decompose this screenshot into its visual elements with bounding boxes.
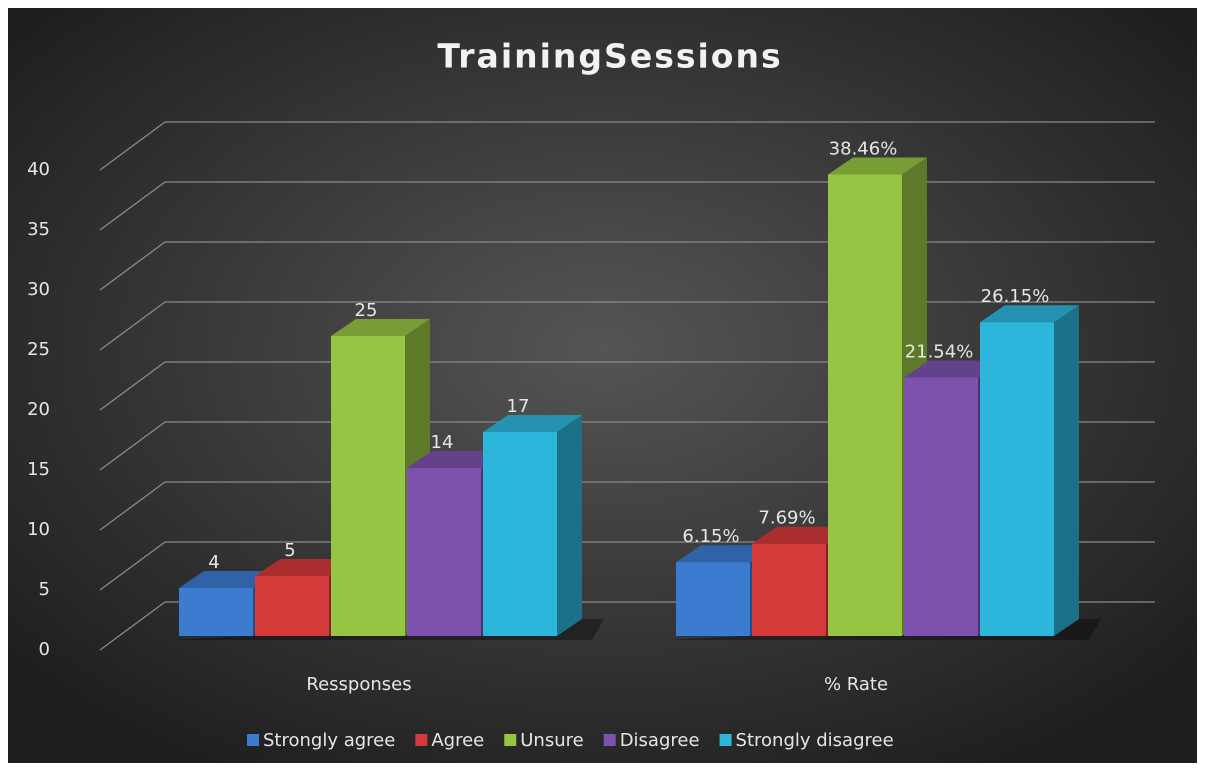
legend-label: Unsure [520,730,583,751]
data-label: 21.54% [905,342,974,363]
y-tick-label: 25 [27,339,50,360]
x-tick-label: Ressponses [306,674,411,695]
legend-swatch [247,734,259,746]
legend-label: Disagree [620,730,700,751]
bar-top [828,157,927,175]
grid-line [99,301,1155,351]
legend-swatch [504,734,517,746]
bar-top [904,360,1003,378]
bar [752,543,826,636]
grid-line [99,181,1155,231]
legend-swatch [719,734,732,746]
legend-swatch [603,734,616,746]
bar [255,576,329,636]
data-label: 14 [431,432,454,453]
legend-label: Agree [431,730,484,751]
bar-side [1054,305,1079,636]
bar-top [255,559,354,576]
y-tick-label: 15 [27,459,50,480]
data-label: 38.46% [829,138,898,159]
y-tick-label: 0 [39,639,50,660]
data-label: 17 [507,396,530,417]
y-tick-label: 5 [39,579,50,600]
y-tick-label: 35 [27,219,50,240]
grid-line [99,481,1155,531]
grid-line [99,121,1155,171]
data-label: 26.15% [981,286,1050,307]
bar-side [557,415,582,636]
data-label: 6.15% [682,526,739,547]
y-tick-label: 30 [27,279,50,300]
data-label: 4 [208,552,219,573]
x-tick-label: % Rate [824,674,888,695]
chart-title: TrainingSessions [437,37,782,76]
data-label: 5 [284,540,295,561]
bar [676,562,750,636]
bar [407,468,481,636]
bar [179,588,253,636]
bar [828,174,902,637]
y-tick-label: 20 [27,399,50,420]
data-label: 7.69% [758,508,815,529]
legend-label: Strongly disagree [736,730,894,751]
bar [483,432,557,636]
bar-top [980,305,1079,323]
bar [331,336,405,636]
y-tick-label: 40 [27,159,50,180]
data-label: 25 [355,300,378,321]
bar-top [483,415,582,432]
bar-top [407,451,506,468]
bar-top [676,545,775,563]
y-tick-label: 10 [27,519,50,540]
bar-top [752,526,851,544]
legend-label: Strongly agree [263,730,395,751]
bar-top [179,571,278,588]
bar [904,377,978,636]
legend-swatch [415,734,428,746]
grid-line [99,421,1155,471]
bar [980,322,1054,636]
bar-top [331,319,430,336]
grid-line [99,241,1155,291]
grid-line [99,361,1155,411]
